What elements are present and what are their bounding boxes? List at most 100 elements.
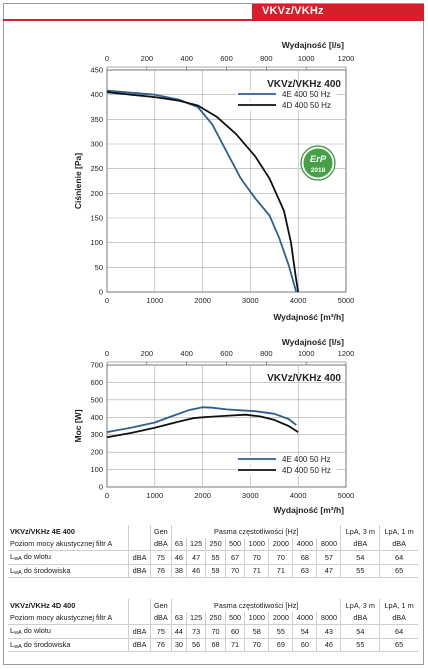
pressure-legend-bg	[236, 101, 337, 111]
power-y-tick-label: 500	[90, 395, 103, 404]
table-lpa3-unit: dBA	[340, 537, 380, 551]
table-band-label: 500	[224, 537, 245, 551]
table-lpa1-value: 64	[379, 624, 418, 639]
table-gen-header: Gen	[149, 525, 172, 538]
table-band-label: 125	[185, 537, 206, 551]
power-y-axis-label: Moc [W]	[73, 409, 83, 442]
table-lpa1-value: 65	[379, 564, 418, 578]
power-legend-label: 4E 400 50 Hz	[282, 455, 330, 464]
table-band-label: 1000	[244, 611, 269, 625]
table-row-label: LwA do wlotu	[8, 624, 129, 639]
pressure-y-tick-label: 0	[99, 288, 103, 297]
table-lpa1-header: LpA, 1 m	[379, 525, 418, 538]
pressure-series-line-4e	[106, 89, 298, 293]
table-band-value: 68	[292, 550, 317, 565]
power-x-top-tick-label: 0	[105, 349, 109, 358]
pressure-x-top-tick-label: 1200	[338, 54, 355, 63]
pressure-x-top-tick-label: 200	[141, 54, 154, 63]
table-gen-header: Gen	[149, 599, 172, 612]
table-band-label: 250	[205, 611, 226, 625]
table-lpa1-header: LpA, 1 m	[379, 599, 418, 612]
table-row-unit: dBA	[128, 638, 151, 652]
table-band-value: 69	[268, 638, 293, 652]
power-legend-bg	[236, 466, 337, 476]
power-legend-label: 4D 400 50 Hz	[282, 466, 331, 475]
table-band-value: 70	[205, 624, 226, 639]
table-gen-value: 76	[149, 564, 172, 578]
acoustic-table-4e: VKVz/VKHz 4E 400 Gen Pasma częstotliwości …	[8, 525, 418, 578]
table-unit-spacer	[128, 611, 151, 625]
table-row-label-subscript: wA	[14, 630, 22, 637]
power-y-tick-label: 400	[90, 413, 103, 422]
pressure-legend-label: 4D 400 50 Hz	[282, 101, 331, 110]
power-x-top-tick-label: 400	[180, 349, 193, 358]
table-lpa1-value: 64	[379, 550, 418, 565]
table-lpa3-value: 55	[340, 564, 380, 578]
power-x-top-tick-label: 200	[141, 349, 154, 358]
pressure-x-top-tick-label: 400	[180, 54, 193, 63]
table-band-value: 46	[185, 564, 206, 578]
power-y-tick-label: 600	[90, 378, 103, 387]
power-x-top-tick-label: 600	[220, 349, 233, 358]
pressure-y-tick-label: 300	[90, 140, 103, 149]
table-band-value: 71	[244, 564, 269, 578]
table-bands-header: Pasma częstotliwości [Hz]	[170, 599, 341, 612]
power-x-top-tick-label: 1000	[298, 349, 315, 358]
erp-badge-text: ErP	[310, 154, 327, 165]
pressure-x-tick-label: 2000	[194, 296, 211, 305]
table-band-value: 60	[224, 624, 245, 639]
table-band-value: 46	[171, 550, 187, 565]
table-bands-header: Pasma częstotliwości [Hz]	[170, 525, 341, 538]
table-gen-unit: dBA	[149, 611, 172, 625]
table-band-value: 71	[268, 564, 293, 578]
table-row-label-subscript: wA	[14, 556, 22, 563]
table-band-value: 63	[292, 564, 317, 578]
erp-badge-year: 2018	[311, 167, 326, 174]
table-band-value: 56	[185, 638, 206, 652]
pressure-x-top-tick-label: 600	[220, 54, 233, 63]
table-band-value: 38	[171, 564, 187, 578]
table-gen-value: 76	[149, 638, 172, 652]
pressure-y-tick-label: 400	[90, 90, 103, 99]
table-band-label: 500	[224, 611, 245, 625]
table-band-label: 63	[171, 537, 187, 551]
table-row-label: LwA do wlotu	[8, 550, 129, 565]
table-band-label: 4000	[292, 611, 317, 625]
table-band-value: 30	[171, 638, 187, 652]
power-x-tick-label: 5000	[338, 491, 355, 500]
power-series-line-4d	[106, 413, 299, 439]
table-band-value: 67	[224, 550, 245, 565]
table-lpa3-header: LpA, 3 m	[340, 525, 380, 538]
pressure-x-axis-label: Wydajność [m³/h]	[273, 312, 344, 322]
table-band-value: 73	[185, 624, 206, 639]
table-band-label: 1000	[244, 537, 269, 551]
pressure-y-axis-label: Ciśnienie [Pa]	[73, 153, 83, 209]
pressure-series-line-4d	[106, 91, 300, 293]
acoustic-table-4d: VKVz/VKHz 4D 400 Gen Pasma częstotliwości …	[8, 599, 418, 652]
table-band-value: 59	[205, 564, 226, 578]
table-band-value: 44	[171, 624, 187, 639]
pressure-y-tick-label: 150	[90, 214, 103, 223]
table-band-value: 55	[268, 624, 293, 639]
power-y-tick-label: 100	[90, 465, 103, 474]
power-x-top-tick-label: 800	[260, 349, 273, 358]
power-y-tick-label: 700	[90, 361, 103, 370]
table-band-value: 57	[316, 550, 341, 565]
pressure-y-tick-label: 450	[90, 66, 103, 75]
table-lpa1-unit: dBA	[379, 537, 418, 551]
table-gen-value: 75	[149, 550, 172, 565]
table-band-value: 60	[292, 638, 317, 652]
power-y-tick-label: 0	[99, 483, 103, 492]
table-band-label: 2000	[268, 537, 293, 551]
power-y-tick-label: 200	[90, 448, 103, 457]
table-band-value: 71	[224, 638, 245, 652]
table-subtitle: Poziom mocy akustycznej filtr A	[8, 537, 129, 551]
table-band-value: 70	[268, 550, 293, 565]
table-band-label: 8000	[316, 537, 341, 551]
table-row-unit: dBA	[128, 550, 151, 565]
table-lpa3-value: 55	[340, 638, 380, 652]
table-row-label-subscript: wA	[14, 643, 22, 650]
table-band-label: 125	[185, 611, 206, 625]
table-model-title: VKVz/VKHz 4E 400	[10, 526, 75, 536]
table-lpa1-unit: dBA	[379, 611, 418, 625]
